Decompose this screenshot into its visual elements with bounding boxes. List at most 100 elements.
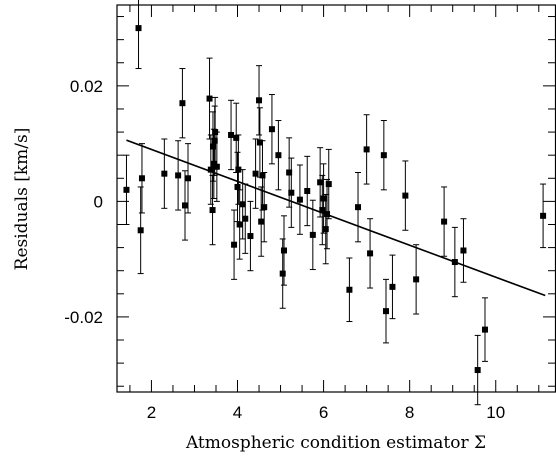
point-marker: [228, 131, 235, 138]
data-point: [135, 0, 142, 70]
point-marker: [540, 212, 547, 219]
data-point: [123, 154, 130, 225]
point-marker: [123, 186, 130, 193]
data-marks: [123, 0, 547, 406]
data-point: [363, 114, 370, 185]
y-tick-label: -0.02: [64, 308, 103, 327]
point-marker: [296, 196, 303, 203]
point-marker: [389, 283, 396, 290]
point-marker: [258, 218, 265, 225]
data-point: [182, 170, 189, 241]
point-marker: [481, 326, 488, 333]
data-point: [304, 155, 311, 227]
x-tick-label: 2: [147, 403, 156, 422]
data-point: [261, 172, 268, 243]
point-marker: [235, 166, 242, 173]
axes: 2 4 6 8 10 -0.02 0 0.02: [64, 4, 556, 422]
plot-frame: [116, 4, 556, 393]
data-point: [275, 120, 282, 191]
point-marker: [233, 134, 240, 141]
data-point: [325, 148, 332, 220]
data-point: [206, 57, 213, 140]
data-point: [239, 169, 246, 240]
data-point: [185, 143, 192, 214]
data-point: [402, 160, 409, 231]
point-marker: [252, 170, 259, 177]
point-marker: [355, 204, 362, 211]
point-marker: [135, 25, 142, 32]
point-marker: [236, 221, 243, 228]
point-marker: [239, 201, 246, 208]
point-marker: [209, 207, 216, 214]
x-tick-label: 4: [233, 403, 242, 422]
data-point: [288, 157, 295, 228]
point-marker: [231, 241, 238, 248]
data-point: [322, 193, 329, 265]
point-marker: [268, 126, 275, 133]
data-point: [346, 257, 353, 323]
data-point: [161, 138, 168, 209]
point-marker: [213, 163, 220, 170]
data-point: [258, 186, 265, 257]
data-point: [540, 183, 547, 249]
data-point: [355, 172, 362, 243]
point-marker: [322, 226, 329, 233]
point-marker: [413, 276, 420, 283]
y-axis-label: Residuals [km/s]: [12, 128, 32, 271]
point-marker: [234, 183, 241, 190]
point-marker: [247, 233, 254, 240]
data-point: [252, 138, 259, 209]
point-marker: [317, 179, 324, 186]
point-marker: [320, 195, 327, 202]
point-marker: [161, 170, 168, 177]
point-marker: [138, 175, 145, 182]
x-tick-label: 6: [319, 403, 328, 422]
point-marker: [382, 308, 389, 315]
point-marker: [256, 97, 263, 104]
data-point: [413, 244, 420, 315]
point-marker: [206, 95, 213, 102]
point-marker: [304, 187, 311, 194]
data-point: [280, 215, 287, 286]
data-point: [137, 186, 144, 275]
data-point: [382, 278, 389, 344]
point-marker: [474, 367, 481, 374]
point-marker: [256, 139, 263, 146]
point-marker: [137, 227, 144, 234]
x-tick-label: 10: [486, 403, 505, 422]
data-point: [441, 186, 448, 257]
data-point: [389, 254, 396, 320]
data-point: [309, 199, 316, 271]
point-marker: [279, 270, 286, 277]
point-marker: [182, 202, 189, 209]
data-point: [474, 334, 481, 406]
data-point: [175, 140, 182, 211]
point-marker: [275, 152, 282, 159]
data-point: [138, 143, 145, 214]
point-marker: [441, 218, 448, 225]
point-marker: [259, 172, 266, 179]
point-marker: [175, 172, 182, 179]
data-point: [296, 164, 303, 235]
data-point: [481, 297, 488, 362]
y-tick-label: 0: [94, 192, 103, 211]
y-tick-label: 0.02: [70, 77, 103, 96]
data-point: [256, 65, 263, 136]
data-point: [231, 209, 238, 280]
point-marker: [179, 100, 186, 107]
x-axis-label: Atmospheric condition estimator Σ: [185, 433, 486, 453]
point-marker: [242, 215, 249, 222]
point-marker: [309, 231, 316, 238]
point-marker: [210, 160, 217, 167]
point-marker: [346, 286, 353, 293]
point-marker: [460, 247, 467, 254]
data-point: [228, 99, 235, 171]
data-point: [268, 94, 275, 165]
point-marker: [380, 152, 387, 159]
fit-line: [126, 139, 546, 297]
point-marker: [280, 247, 287, 254]
data-point: [247, 200, 254, 272]
data-point: [213, 131, 220, 202]
data-point: [236, 189, 243, 260]
